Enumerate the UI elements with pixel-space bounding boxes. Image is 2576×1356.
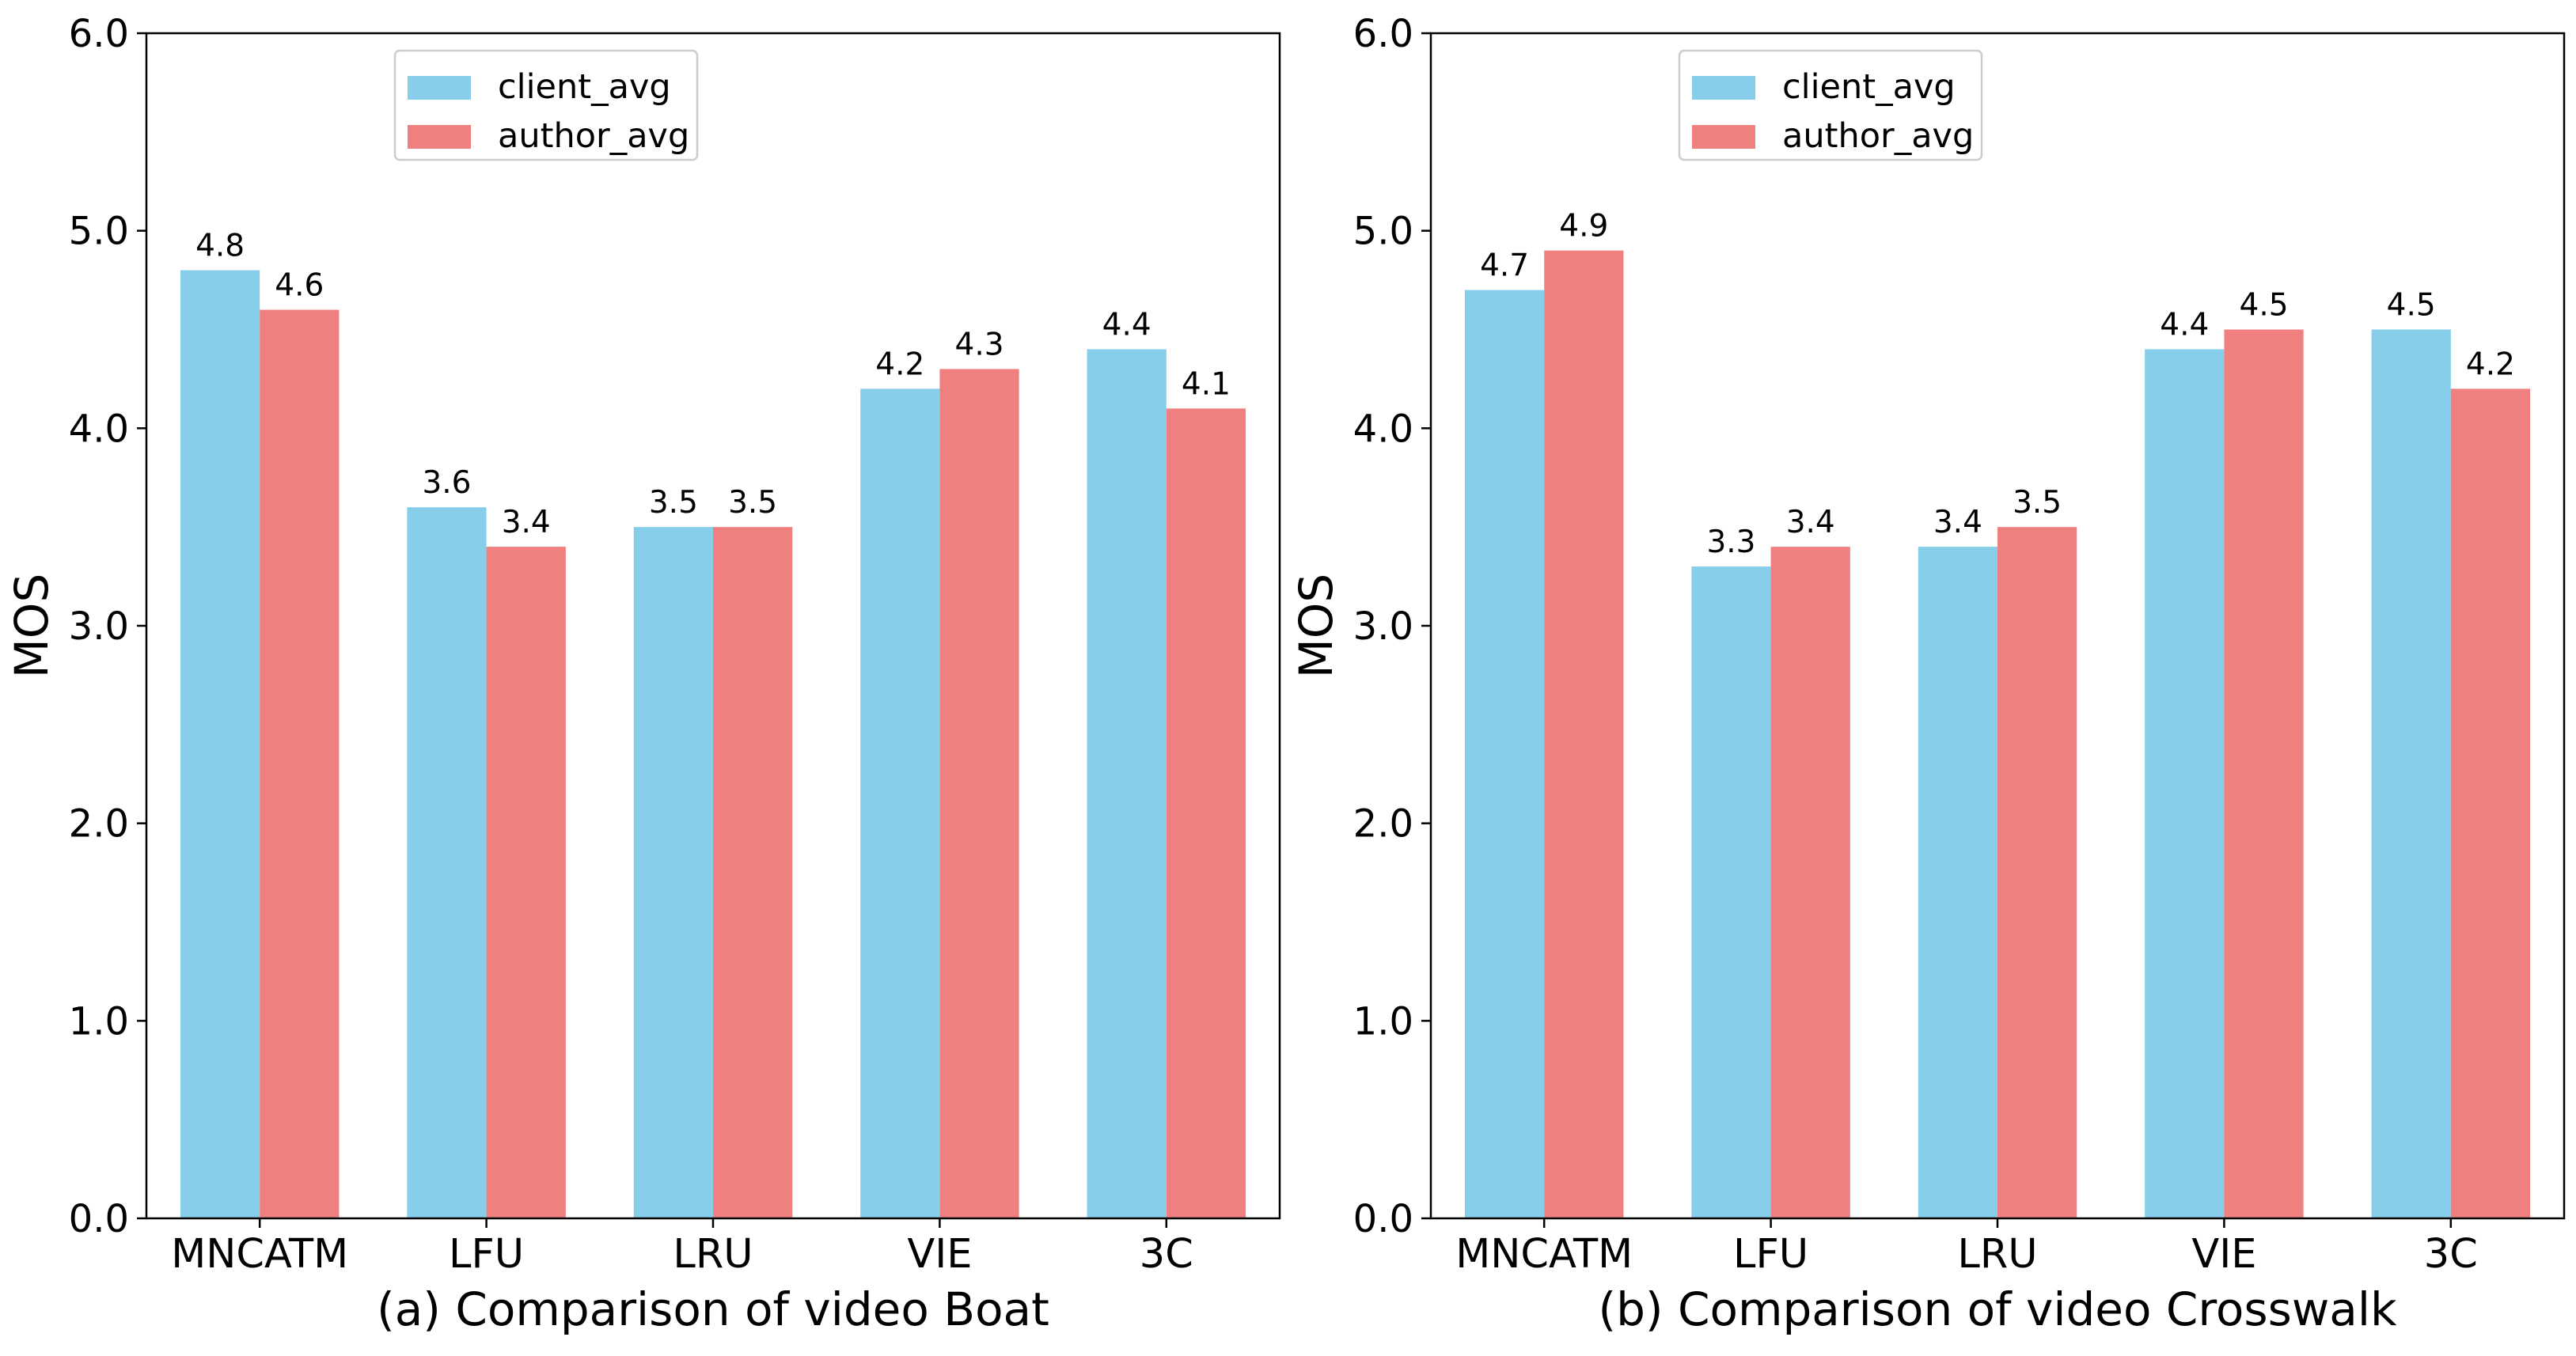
bar-author_avg-LRU <box>713 527 793 1218</box>
y-tick-label: 6.0 <box>1353 12 1413 56</box>
bar-author_avg-VIE <box>2224 329 2304 1218</box>
bar-client_avg-LRU <box>1918 547 1997 1218</box>
y-tick-label: 1.0 <box>69 999 129 1044</box>
y-tick-label: 6.0 <box>69 12 129 56</box>
bar-author_avg-3C <box>1166 408 1246 1218</box>
bar-client_avg-3C <box>1087 349 1167 1218</box>
panel-caption: (a) Comparison of video Boat <box>377 1282 1049 1336</box>
data-label: 4.7 <box>1480 248 1529 284</box>
legend-swatch-client_avg <box>1692 76 1755 100</box>
legend-label-author_avg: author_avg <box>1782 116 1974 156</box>
bar-client_avg-3C <box>2371 329 2451 1218</box>
y-tick-label: 0.0 <box>69 1197 129 1241</box>
data-label: 4.6 <box>275 268 324 304</box>
data-label: 4.9 <box>1559 209 1608 244</box>
bar-client_avg-LFU <box>1691 566 1771 1218</box>
y-tick-label: 2.0 <box>69 802 129 847</box>
legend-label-author_avg: author_avg <box>498 116 689 156</box>
data-label: 3.5 <box>728 485 777 521</box>
bar-client_avg-LFU <box>407 507 487 1218</box>
x-tick-label: MNCATM <box>1455 1231 1633 1278</box>
x-tick-label: LFU <box>449 1231 524 1278</box>
legend-swatch-author_avg <box>408 125 471 149</box>
data-label: 4.1 <box>1182 366 1231 402</box>
y-axis-label: MOS <box>5 574 59 679</box>
y-tick-label: 1.0 <box>1353 999 1413 1044</box>
chart-panel-crosswalk: 4.7 3.3 3.4 4.4 4.5 4.9 3.4 3.5 4.5 4.2 0.0 1.0 2.0 3… <box>1289 12 2566 1336</box>
bar-author_avg-3C <box>2450 388 2531 1218</box>
y-tick-label: 5.0 <box>1353 210 1413 254</box>
y-tick-label: 4.0 <box>69 407 129 451</box>
bar-author_avg-LFU <box>486 547 566 1218</box>
panel-caption: (b) Comparison of video Crosswalk <box>1598 1282 2396 1336</box>
x-tick-label: LFU <box>1733 1231 1808 1278</box>
chart-panel-boat: 4.8 3.6 3.5 4.2 4.4 4.6 3.4 3.5 4.3 4.1 0.0 1.0 2.0 3… <box>5 12 1281 1336</box>
bar-author_avg-MNCATM <box>260 309 340 1218</box>
legend-swatch-author_avg <box>1692 125 1755 149</box>
x-tick-label: 3C <box>1140 1231 1193 1278</box>
x-tick-label: MNCATM <box>171 1231 348 1278</box>
data-label: 4.4 <box>1102 307 1151 343</box>
bar-client_avg-LRU <box>633 527 713 1218</box>
data-label: 4.2 <box>875 347 924 382</box>
y-tick-label: 0.0 <box>1353 1197 1413 1241</box>
data-label: 4.4 <box>2160 307 2209 343</box>
x-tick-label: VIE <box>907 1231 972 1278</box>
data-label: 3.5 <box>2013 485 2062 521</box>
legend-swatch-client_avg <box>408 76 471 100</box>
bar-client_avg-MNCATM <box>180 270 260 1219</box>
legend-label-client_avg: client_avg <box>498 67 671 107</box>
bar-client_avg-VIE <box>2145 349 2225 1218</box>
data-label: 4.3 <box>955 327 1004 362</box>
bar-author_avg-VIE <box>939 369 1019 1218</box>
data-label: 4.5 <box>2387 288 2436 324</box>
y-tick-label: 3.0 <box>69 604 129 649</box>
data-label: 3.4 <box>1786 505 1835 540</box>
data-label: 3.4 <box>502 505 551 540</box>
bar-author_avg-LRU <box>1997 527 2077 1218</box>
y-tick-label: 5.0 <box>69 210 129 254</box>
x-tick-label: LRU <box>1957 1231 2037 1278</box>
data-label: 3.6 <box>422 465 471 501</box>
bar-client_avg-VIE <box>860 388 940 1218</box>
data-label: 3.4 <box>1933 505 1982 540</box>
data-label: 3.5 <box>649 485 698 521</box>
data-label: 4.8 <box>195 229 245 264</box>
x-tick-label: 3C <box>2424 1231 2478 1278</box>
data-label: 3.3 <box>1706 525 1755 560</box>
bar-client_avg-MNCATM <box>1464 290 1545 1219</box>
data-label: 4.5 <box>2240 288 2289 324</box>
y-axis-label: MOS <box>1289 574 1343 679</box>
y-tick-label: 3.0 <box>1353 604 1413 649</box>
y-tick-label: 2.0 <box>1353 802 1413 847</box>
x-tick-label: LRU <box>673 1231 753 1278</box>
bar-author_avg-MNCATM <box>1544 250 1624 1219</box>
data-label: 4.2 <box>2466 347 2515 382</box>
legend-label-client_avg: client_avg <box>1782 67 1956 107</box>
bar-author_avg-LFU <box>1770 547 1850 1218</box>
x-tick-label: VIE <box>2191 1231 2256 1278</box>
y-tick-label: 4.0 <box>1353 407 1413 451</box>
